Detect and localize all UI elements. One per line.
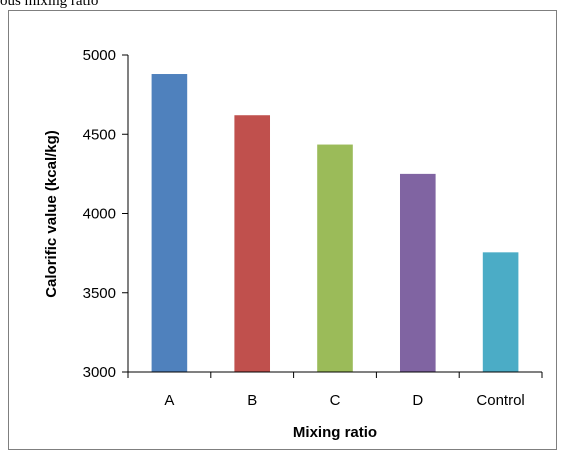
bar-a	[151, 74, 188, 373]
y-axis-title: Calorific value (kcal/kg)	[43, 130, 60, 298]
bar-b	[234, 115, 271, 372]
x-ticks-group: A B C D Control	[127, 372, 543, 409]
x-tick-label: A	[164, 392, 174, 409]
y-ticks-group: 3000 3500 4000 4500 5000	[83, 47, 128, 381]
x-tick-label: Control	[476, 392, 524, 409]
bars-group	[151, 74, 519, 373]
y-tick-label: 4500	[83, 126, 116, 143]
x-axis-title: Mixing ratio	[293, 424, 377, 441]
figure-caption-fragment: ous mixing ratio	[0, 0, 99, 9]
y-tick-label: 4000	[83, 206, 116, 223]
x-tick-label: D	[412, 392, 423, 409]
y-tick-label: 3500	[83, 285, 116, 302]
bar-c	[317, 144, 353, 372]
y-tick-label: 3000	[83, 364, 116, 381]
y-tick-label: 5000	[83, 47, 116, 64]
bar-control	[482, 252, 519, 372]
x-tick-label: B	[247, 392, 257, 409]
x-tick-label: C	[330, 392, 341, 409]
bar-d	[399, 173, 436, 372]
